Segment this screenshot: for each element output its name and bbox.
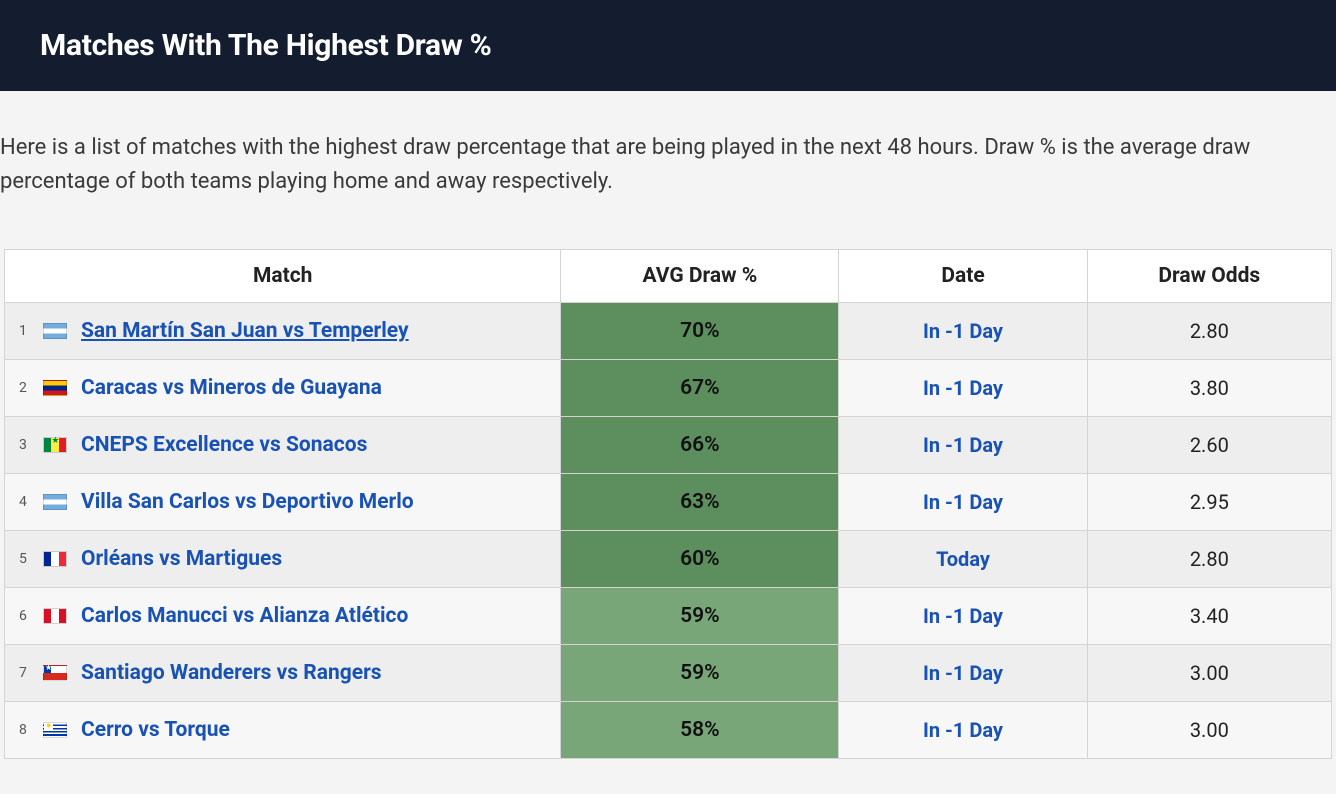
cell-date: In -1 Day <box>839 702 1087 759</box>
flag-icon <box>43 665 67 681</box>
cell-draw-odds: 3.80 <box>1087 360 1331 417</box>
table-row: 5 Orléans vs Martigues 60%Today2.80 <box>5 531 1332 588</box>
cell-avg-draw: 70% <box>561 303 839 360</box>
cell-match: 1 San Martín San Juan vs Temperley <box>5 303 561 360</box>
cell-avg-draw: 60% <box>561 531 839 588</box>
row-number: 6 <box>19 608 43 624</box>
cell-match: 5 Orléans vs Martigues <box>5 531 561 588</box>
table-row: 8 Cerro vs Torque 58%In -1 Day3.00 <box>5 702 1332 759</box>
cell-date: In -1 Day <box>839 645 1087 702</box>
row-number: 8 <box>19 722 43 738</box>
match-link[interactable]: Cerro vs Torque <box>81 718 230 742</box>
cell-date: In -1 Day <box>839 417 1087 474</box>
cell-draw-odds: 2.80 <box>1087 531 1331 588</box>
table-row: 2 Caracas vs Mineros de Guayana 67%In -1 D… <box>5 360 1332 417</box>
table-row: 6 Carlos Manucci vs Alianza Atlético 59%In… <box>5 588 1332 645</box>
row-number: 5 <box>19 551 43 567</box>
col-header-match[interactable]: Match <box>5 250 561 303</box>
cell-match: 2 Caracas vs Mineros de Guayana <box>5 360 561 417</box>
matches-table: Match AVG Draw % Date Draw Odds 1 San Mar… <box>4 249 1332 759</box>
table-header-row: Match AVG Draw % Date Draw Odds <box>5 250 1332 303</box>
match-link[interactable]: Villa San Carlos vs Deportivo Merlo <box>81 490 414 514</box>
cell-draw-odds: 2.80 <box>1087 303 1331 360</box>
row-number: 4 <box>19 494 43 510</box>
cell-draw-odds: 3.00 <box>1087 702 1331 759</box>
cell-avg-draw: 66% <box>561 417 839 474</box>
cell-match: 8 Cerro vs Torque <box>5 702 561 759</box>
cell-match: 6 Carlos Manucci vs Alianza Atlético <box>5 588 561 645</box>
match-link[interactable]: San Martín San Juan vs Temperley <box>81 319 409 343</box>
cell-draw-odds: 2.95 <box>1087 474 1331 531</box>
cell-date: Today <box>839 531 1087 588</box>
cell-avg-draw: 59% <box>561 588 839 645</box>
flag-icon <box>43 494 67 510</box>
flag-icon <box>43 551 67 567</box>
flag-icon <box>43 722 67 738</box>
flag-icon <box>43 437 67 453</box>
flag-icon <box>43 323 67 339</box>
cell-draw-odds: 3.40 <box>1087 588 1331 645</box>
cell-avg-draw: 59% <box>561 645 839 702</box>
table-container: Match AVG Draw % Date Draw Odds 1 San Mar… <box>0 199 1336 759</box>
match-link[interactable]: Caracas vs Mineros de Guayana <box>81 376 382 400</box>
row-number: 3 <box>19 437 43 453</box>
cell-date: In -1 Day <box>839 588 1087 645</box>
cell-match: 4 Villa San Carlos vs Deportivo Merlo <box>5 474 561 531</box>
flag-icon <box>43 608 67 624</box>
match-link[interactable]: CNEPS Excellence vs Sonacos <box>81 433 367 457</box>
cell-avg-draw: 67% <box>561 360 839 417</box>
match-link[interactable]: Carlos Manucci vs Alianza Atlético <box>81 604 408 628</box>
page-title: Matches With The Highest Draw % <box>40 28 1296 63</box>
col-header-avg-draw[interactable]: AVG Draw % <box>561 250 839 303</box>
cell-date: In -1 Day <box>839 360 1087 417</box>
cell-match: 3 CNEPS Excellence vs Sonacos <box>5 417 561 474</box>
flag-icon <box>43 380 67 396</box>
cell-draw-odds: 3.00 <box>1087 645 1331 702</box>
table-row: 1 San Martín San Juan vs Temperley 70%In -… <box>5 303 1332 360</box>
row-number: 2 <box>19 380 43 396</box>
col-header-date[interactable]: Date <box>839 250 1087 303</box>
table-row: 3 CNEPS Excellence vs Sonacos 66%In -1 Day… <box>5 417 1332 474</box>
row-number: 1 <box>19 323 43 339</box>
row-number: 7 <box>19 665 43 681</box>
cell-avg-draw: 58% <box>561 702 839 759</box>
cell-date: In -1 Day <box>839 303 1087 360</box>
table-row: 4 Villa San Carlos vs Deportivo Merlo 63%I… <box>5 474 1332 531</box>
cell-match: 7 Santiago Wanderers vs Rangers <box>5 645 561 702</box>
intro-text: Here is a list of matches with the highe… <box>0 91 1336 199</box>
cell-draw-odds: 2.60 <box>1087 417 1331 474</box>
match-link[interactable]: Santiago Wanderers vs Rangers <box>81 661 382 685</box>
table-row: 7 Santiago Wanderers vs Rangers 59%In -1 D… <box>5 645 1332 702</box>
cell-date: In -1 Day <box>839 474 1087 531</box>
col-header-draw-odds[interactable]: Draw Odds <box>1087 250 1331 303</box>
match-link[interactable]: Orléans vs Martigues <box>81 547 282 571</box>
page-header: Matches With The Highest Draw % <box>0 0 1336 91</box>
cell-avg-draw: 63% <box>561 474 839 531</box>
